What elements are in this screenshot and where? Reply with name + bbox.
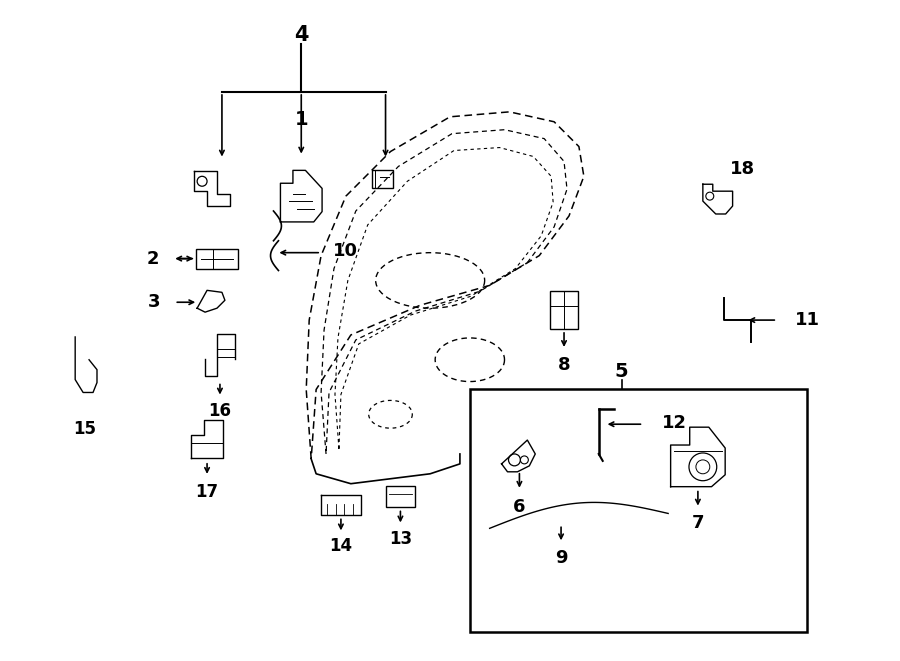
Bar (385, 486, 415, 508)
Text: 7: 7 (691, 514, 704, 532)
Text: 6: 6 (513, 498, 526, 516)
Text: 10: 10 (333, 242, 358, 260)
Text: 4: 4 (294, 24, 309, 44)
Text: 5: 5 (615, 362, 628, 381)
Text: 3: 3 (148, 293, 161, 311)
Bar (470, 389, 807, 633)
Text: 1: 1 (294, 110, 308, 130)
Text: 15: 15 (74, 420, 96, 438)
Text: 8: 8 (558, 356, 571, 373)
Text: 9: 9 (554, 549, 567, 567)
Text: 12: 12 (662, 414, 687, 432)
Text: 14: 14 (329, 537, 353, 555)
Bar (550, 292, 578, 329)
Text: 18: 18 (730, 161, 755, 178)
Text: 13: 13 (389, 530, 412, 548)
Text: 17: 17 (195, 483, 219, 500)
Text: 16: 16 (209, 403, 231, 420)
Bar (372, 171, 393, 188)
Text: 11: 11 (795, 311, 820, 329)
Text: 2: 2 (147, 250, 158, 268)
Bar (196, 249, 238, 268)
